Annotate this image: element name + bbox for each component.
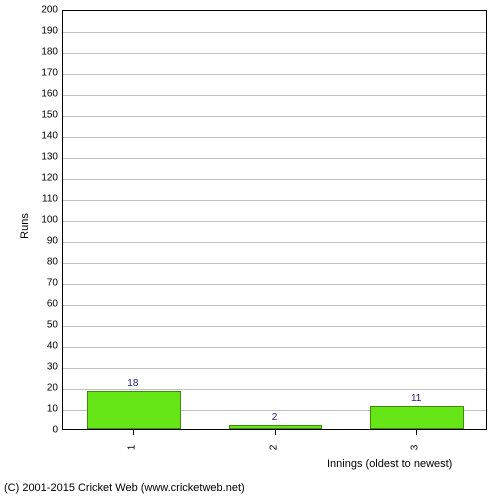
gridline	[63, 200, 486, 201]
bar	[370, 406, 464, 429]
x-axis-label: Innings (oldest to newest)	[327, 458, 452, 470]
gridline	[63, 116, 486, 117]
gridline	[63, 326, 486, 327]
gridline	[63, 32, 486, 33]
ytick-label: 90	[34, 236, 58, 247]
gridline	[63, 53, 486, 54]
ytick-label: 60	[34, 299, 58, 310]
ytick-label: 10	[34, 404, 58, 415]
xtick-mark	[416, 430, 417, 435]
gridline	[63, 347, 486, 348]
ytick-label: 20	[34, 383, 58, 394]
gridline	[63, 179, 486, 180]
bar-value-label: 11	[411, 393, 421, 404]
xtick-label: 2	[268, 445, 279, 451]
ytick-label: 130	[34, 152, 58, 163]
ytick-label: 150	[34, 110, 58, 121]
bar	[87, 391, 181, 429]
gridline	[63, 305, 486, 306]
ytick-label: 180	[34, 47, 58, 58]
ytick-label: 120	[34, 173, 58, 184]
ytick-label: 50	[34, 320, 58, 331]
ytick-label: 200	[34, 5, 58, 16]
bar	[229, 425, 323, 429]
gridline	[63, 158, 486, 159]
ytick-label: 0	[34, 425, 58, 436]
chart-container: Runs Innings (oldest to newest) (C) 2001…	[0, 0, 500, 500]
plot-area	[62, 10, 487, 430]
xtick-mark	[133, 430, 134, 435]
gridline	[63, 221, 486, 222]
ytick-label: 190	[34, 26, 58, 37]
ytick-label: 100	[34, 215, 58, 226]
ytick-label: 80	[34, 257, 58, 268]
ytick-label: 30	[34, 362, 58, 373]
ytick-label: 140	[34, 131, 58, 142]
xtick-label: 3	[409, 445, 420, 451]
gridline	[63, 95, 486, 96]
ytick-label: 110	[34, 194, 58, 205]
bar-value-label: 2	[272, 412, 278, 423]
y-axis-label: Runs	[19, 213, 31, 239]
xtick-label: 1	[126, 445, 137, 451]
ytick-label: 40	[34, 341, 58, 352]
xtick-mark	[275, 430, 276, 435]
gridline	[63, 137, 486, 138]
ytick-label: 160	[34, 89, 58, 100]
ytick-label: 70	[34, 278, 58, 289]
ytick-label: 170	[34, 68, 58, 79]
bar-value-label: 18	[127, 378, 138, 389]
copyright-text: (C) 2001-2015 Cricket Web (www.cricketwe…	[4, 482, 245, 494]
gridline	[63, 74, 486, 75]
gridline	[63, 368, 486, 369]
gridline	[63, 242, 486, 243]
gridline	[63, 284, 486, 285]
gridline	[63, 263, 486, 264]
